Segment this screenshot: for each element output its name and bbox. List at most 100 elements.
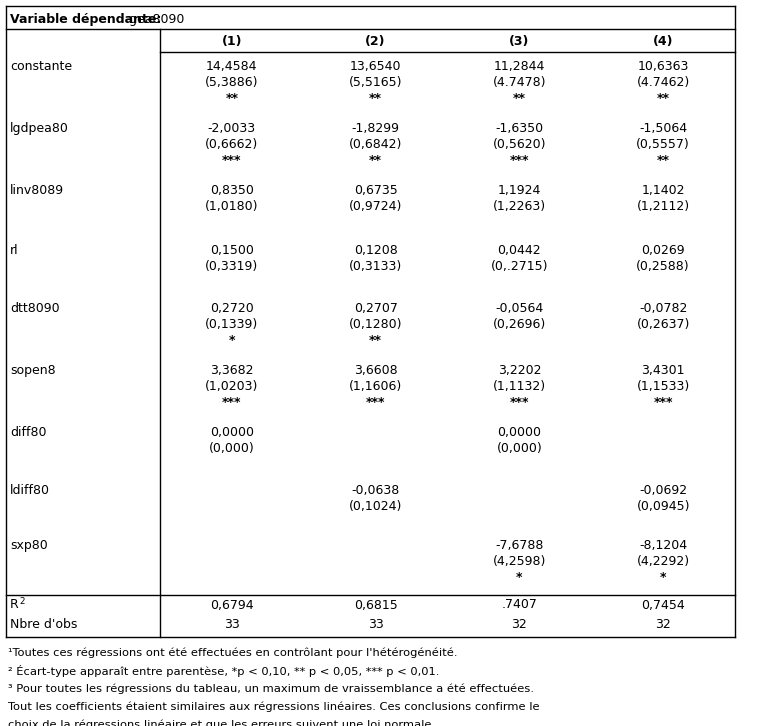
Text: ldiff80: ldiff80	[10, 484, 50, 497]
Text: ***: ***	[222, 396, 242, 409]
Text: (0,.2715): (0,.2715)	[491, 260, 548, 273]
Text: 0,0000: 0,0000	[210, 426, 254, 439]
Text: -1,5064: -1,5064	[639, 122, 687, 135]
Text: ***: ***	[222, 154, 242, 167]
Text: Tout les coefficients étaient similaires aux régressions linéaires. Ces conclusi: Tout les coefficients étaient similaires…	[8, 701, 540, 711]
Text: (1,2112): (1,2112)	[636, 200, 689, 213]
Text: 0,0000: 0,0000	[498, 426, 541, 439]
Text: 0,7454: 0,7454	[642, 598, 685, 611]
Text: (1,2263): (1,2263)	[493, 200, 546, 213]
Text: (0,5620): (0,5620)	[492, 138, 546, 151]
Text: 0,1208: 0,1208	[354, 244, 397, 257]
Text: 3,2202: 3,2202	[498, 364, 541, 377]
Text: (2): (2)	[365, 36, 386, 49]
Text: -0,0782: -0,0782	[639, 302, 687, 315]
Text: 3,4301: 3,4301	[642, 364, 685, 377]
Text: 11,2844: 11,2844	[494, 60, 545, 73]
Text: **: **	[369, 334, 382, 347]
Text: -2,0033: -2,0033	[208, 122, 256, 135]
Text: (0,3319): (0,3319)	[205, 260, 259, 273]
Text: -0,0564: -0,0564	[495, 302, 543, 315]
Text: sopen8: sopen8	[10, 364, 56, 377]
Text: 0,1500: 0,1500	[210, 244, 254, 257]
Text: (4): (4)	[653, 36, 673, 49]
Text: (0,3133): (0,3133)	[349, 260, 403, 273]
Text: **: **	[657, 154, 670, 167]
Text: 14,4584: 14,4584	[206, 60, 258, 73]
Text: (4.7478): (4.7478)	[492, 76, 546, 89]
Text: ***: ***	[510, 396, 529, 409]
Text: **: **	[657, 92, 670, 105]
Text: .7407: .7407	[501, 598, 537, 611]
Text: -8,1204: -8,1204	[639, 539, 687, 552]
Text: 0,6735: 0,6735	[354, 184, 397, 197]
Text: 1,1924: 1,1924	[498, 184, 541, 197]
Text: R: R	[10, 598, 19, 611]
Text: ***: ***	[510, 154, 529, 167]
Text: 3,3682: 3,3682	[210, 364, 253, 377]
Text: 0,8350: 0,8350	[210, 184, 254, 197]
Text: *: *	[660, 571, 667, 584]
Text: (0,9724): (0,9724)	[349, 200, 403, 213]
Text: dtt8090: dtt8090	[10, 302, 59, 315]
Text: (0,2696): (0,2696)	[493, 318, 546, 331]
Text: (4,2292): (4,2292)	[636, 555, 689, 568]
Text: (1): (1)	[221, 36, 242, 49]
Text: 0,2707: 0,2707	[354, 302, 397, 315]
Text: (0,1339): (0,1339)	[205, 318, 259, 331]
Text: 0,6815: 0,6815	[354, 598, 397, 611]
Text: (1,0203): (1,0203)	[205, 380, 259, 393]
Text: (0,5557): (0,5557)	[636, 138, 690, 151]
Text: (1,1606): (1,1606)	[349, 380, 403, 393]
Text: (0,000): (0,000)	[496, 442, 543, 455]
Text: **: **	[369, 154, 382, 167]
Text: (5,3886): (5,3886)	[205, 76, 259, 89]
Text: Variable dépendante:: Variable dépendante:	[10, 12, 161, 25]
Text: 0,6794: 0,6794	[210, 598, 253, 611]
Text: 32: 32	[655, 619, 671, 632]
Text: -0,0638: -0,0638	[352, 484, 400, 497]
Text: (0,000): (0,000)	[209, 442, 255, 455]
Text: (0,1280): (0,1280)	[349, 318, 403, 331]
Text: 13,6540: 13,6540	[350, 60, 401, 73]
Text: (1,0180): (1,0180)	[205, 200, 259, 213]
Text: -7,6788: -7,6788	[495, 539, 543, 552]
Text: sxp80: sxp80	[10, 539, 48, 552]
Text: (1,1533): (1,1533)	[636, 380, 689, 393]
Text: ***: ***	[366, 396, 385, 409]
Text: 32: 32	[511, 619, 527, 632]
Text: (0,2637): (0,2637)	[636, 318, 689, 331]
Text: 33: 33	[368, 619, 384, 632]
Text: 0,0442: 0,0442	[498, 244, 541, 257]
Text: (4.7462): (4.7462)	[636, 76, 689, 89]
Text: linv8089: linv8089	[10, 184, 64, 197]
Text: rl: rl	[10, 244, 18, 257]
Text: 0,2720: 0,2720	[210, 302, 253, 315]
Text: gea8090: gea8090	[125, 12, 184, 25]
Text: (0,1024): (0,1024)	[349, 500, 403, 513]
Text: 10,6363: 10,6363	[638, 60, 689, 73]
Text: (4,2598): (4,2598)	[492, 555, 546, 568]
Text: **: **	[513, 92, 526, 105]
Text: constante: constante	[10, 60, 72, 73]
Text: (0,2588): (0,2588)	[636, 260, 690, 273]
Text: (0,6842): (0,6842)	[349, 138, 403, 151]
Text: *: *	[516, 571, 523, 584]
Text: -0,0692: -0,0692	[639, 484, 687, 497]
Text: 3,6608: 3,6608	[354, 364, 397, 377]
Text: -1,8299: -1,8299	[352, 122, 400, 135]
Text: 0,0269: 0,0269	[642, 244, 685, 257]
Text: (0,6662): (0,6662)	[205, 138, 259, 151]
Text: (0,0945): (0,0945)	[636, 500, 690, 513]
Text: (3): (3)	[509, 36, 530, 49]
Text: 33: 33	[224, 619, 240, 632]
Text: 1,1402: 1,1402	[642, 184, 685, 197]
Text: (5,5165): (5,5165)	[349, 76, 403, 89]
Text: **: **	[369, 92, 382, 105]
Text: choix de la régressions linéaire et que les erreurs suivent une loi normale.: choix de la régressions linéaire et que …	[8, 719, 435, 726]
Text: diff80: diff80	[10, 426, 46, 439]
Text: (1,1132): (1,1132)	[493, 380, 546, 393]
Text: -1,6350: -1,6350	[495, 122, 543, 135]
Text: Nbre d'obs: Nbre d'obs	[10, 619, 78, 632]
Text: ***: ***	[654, 396, 673, 409]
